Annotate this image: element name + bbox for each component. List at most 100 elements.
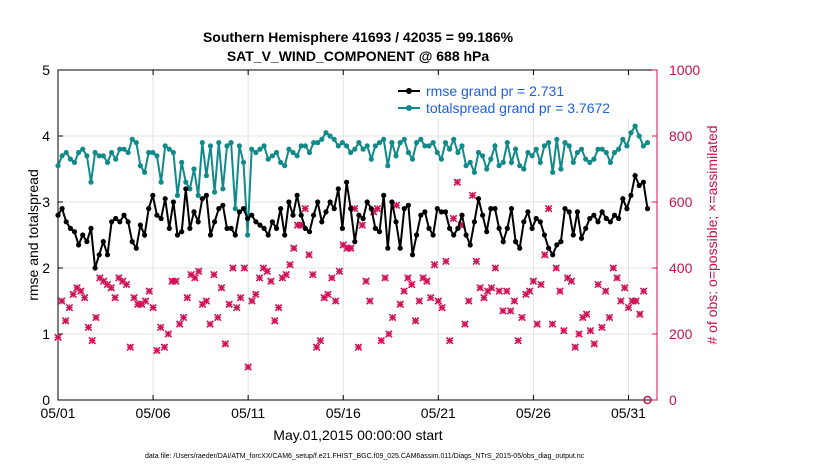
- totalspread-point: [302, 143, 308, 149]
- obs-marker: [434, 297, 443, 305]
- totalspread-point: [356, 140, 362, 146]
- totalspread-point: [508, 159, 515, 165]
- totalspread-point: [323, 130, 329, 136]
- totalspread-point: [611, 149, 618, 156]
- totalspread-point: [521, 166, 527, 172]
- obs-marker: [423, 277, 431, 285]
- totalspread-point: [578, 146, 585, 152]
- obs-marker: [605, 313, 614, 322]
- totalspread-point: [607, 159, 614, 165]
- rmse-point: [583, 225, 589, 231]
- rmse-point: [265, 232, 271, 238]
- rmse-point: [422, 209, 428, 215]
- rmse-point: [335, 186, 341, 192]
- rmse-point: [80, 232, 86, 238]
- obs-marker: [225, 300, 233, 309]
- rmse-point: [323, 209, 329, 215]
- totalspread-point: [191, 166, 197, 172]
- obs-marker: [620, 284, 629, 292]
- totalspread-point: [232, 206, 238, 212]
- obs-marker: [544, 204, 553, 213]
- totalspread-point: [306, 149, 313, 156]
- totalspread-point: [628, 130, 634, 136]
- obs-marker: [210, 270, 218, 279]
- obs-marker: [506, 307, 515, 315]
- rmse-point: [554, 242, 560, 248]
- rmse-point: [348, 206, 354, 212]
- obs-marker: [426, 293, 435, 302]
- rmse-point: [616, 215, 622, 222]
- obs-marker: [388, 313, 397, 322]
- obs-marker: [586, 326, 595, 335]
- totalspread-point: [133, 140, 139, 146]
- obs-marker: [160, 343, 169, 351]
- obs-marker: [392, 201, 401, 210]
- totalspread-point: [418, 136, 424, 142]
- rmse-point: [195, 219, 201, 225]
- obs-marker: [236, 293, 245, 302]
- totalspread-point: [603, 149, 609, 156]
- rmse-point: [418, 212, 424, 218]
- totalspread-point: [55, 163, 61, 169]
- obs-marker: [613, 274, 621, 282]
- totalspread-point: [220, 186, 226, 192]
- rmse-point: [228, 225, 234, 231]
- rmse-point: [611, 212, 618, 218]
- obs-marker: [194, 267, 203, 276]
- totalspread-point: [541, 143, 548, 149]
- obs-marker: [206, 320, 214, 328]
- rmse-point: [393, 219, 399, 225]
- obs-marker: [598, 323, 606, 332]
- totalspread-point: [533, 146, 539, 152]
- obs-marker: [156, 323, 165, 332]
- rmse-point: [430, 232, 436, 238]
- rmse-point: [513, 239, 519, 245]
- totalspread-point: [166, 146, 172, 152]
- totalspread-point: [434, 149, 440, 156]
- obs-marker: [263, 267, 271, 276]
- totalspread-point: [240, 159, 247, 165]
- obs-marker: [141, 297, 150, 305]
- totalspread-point: [574, 149, 581, 156]
- totalspread-point: [179, 159, 185, 165]
- totalspread-point: [426, 143, 432, 149]
- legend-spread-label: totalspread grand pr = 3.7672: [426, 100, 610, 116]
- totalspread-point: [315, 140, 321, 146]
- totalspread-point: [484, 166, 490, 172]
- obs-marker: [377, 336, 386, 345]
- totalspread-point: [558, 166, 564, 172]
- totalspread-point: [525, 149, 531, 156]
- rmse-point: [84, 239, 90, 245]
- obs-marker: [328, 274, 336, 282]
- obs-marker: [244, 363, 252, 371]
- rmse-series: [55, 172, 651, 271]
- totalspread-point: [401, 136, 407, 142]
- x-tick-label: 05/11: [231, 405, 265, 421]
- totalspread-point: [88, 179, 94, 185]
- obs-marker: [107, 284, 116, 292]
- obs-marker: [396, 300, 405, 309]
- rmse-point: [381, 192, 387, 198]
- totalspread-point: [504, 140, 510, 146]
- rmse-point: [240, 206, 247, 212]
- x-tick-label: 05/16: [326, 405, 361, 421]
- obs-marker: [571, 343, 579, 351]
- totalspread-point: [368, 156, 374, 162]
- chart-subtitle: SAT_V_WIND_COMPONENT @ 688 hPa: [227, 48, 490, 64]
- totalspread-point: [364, 143, 370, 149]
- rmse-point: [183, 186, 189, 192]
- rmse-point: [298, 212, 304, 218]
- totalspread-point: [125, 149, 131, 156]
- rmse-point: [162, 196, 168, 202]
- y-tick-label: 5: [42, 62, 50, 78]
- obs-marker: [84, 323, 93, 332]
- totalspread-point: [414, 140, 420, 146]
- totalspread-point: [467, 159, 473, 165]
- rmse-point: [508, 206, 515, 212]
- obs-marker: [510, 297, 519, 305]
- totalspread-point: [513, 146, 519, 152]
- totalspread-point: [137, 163, 143, 169]
- totalspread-point: [451, 136, 457, 142]
- rmse-point: [133, 245, 139, 251]
